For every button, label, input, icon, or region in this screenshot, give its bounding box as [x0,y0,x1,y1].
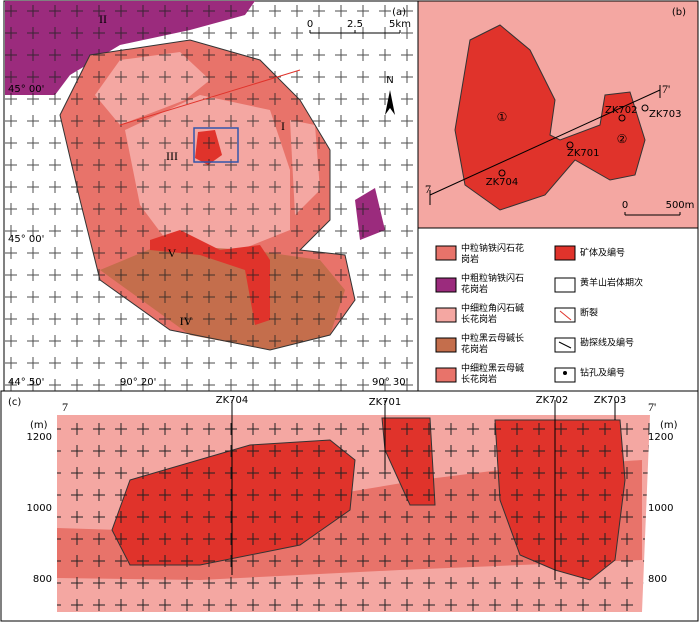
legend-label: 钻孔及编号 [580,367,625,379]
elevation-label: 800 [33,574,52,585]
map-a [5,1,418,391]
north: N [386,75,393,86]
panel-label: (c) [8,397,21,408]
lat-label: 45° 00' [8,84,44,95]
drill-label: ZK704 [216,395,249,406]
unit-label: (m) [30,420,48,431]
orebody-label: ① [497,110,508,124]
lon-label: 90° 30' [372,377,408,388]
unit-label: I [281,119,285,133]
legend-label: 中粗粒钠铁闪石花岗岩 [461,272,524,295]
scale-label: 0 [622,200,628,211]
legend-swatches [435,245,576,383]
drill-label: ZK702 [536,395,569,406]
line-end: 7' [648,400,656,414]
legend-label: 黄羊山岩体期次 [580,277,643,289]
unit-label: II [99,12,107,26]
unit-label: (m) [660,420,678,431]
lat-label: 44° 50' [8,377,44,388]
panel-label: (a) [392,7,406,18]
drill-label: ZK703 [649,109,682,120]
drill-label: ZK701 [567,148,600,159]
legend-label: 中粒钠铁闪石花岗岩 [461,242,524,265]
line-end: 7 [425,182,431,196]
panel-label: (b) [672,7,686,18]
drill-label: ZK702 [605,105,638,116]
elevation-label: 1000 [648,503,673,514]
scale-label: 2.5 [347,19,363,30]
elevation-label: 1000 [27,503,52,514]
legend-label: 断裂 [580,307,598,319]
elevation-label: 1200 [648,432,673,443]
lon-label: 90° 20' [120,377,156,388]
scale-label: 5km [389,19,411,30]
scale-label: 500m [666,200,695,211]
lat-label: 45° 00' [8,234,44,245]
drill-label: ZK701 [369,397,402,408]
unit-label: V [168,246,177,260]
legend-label: 勘探线及编号 [580,337,634,349]
unit-label: III [166,149,178,163]
scale-label: 0 [307,19,313,30]
orebody-label: ② [617,132,628,146]
legend-label: 中细粒黑云母碱长花岗岩 [461,362,524,385]
map-b [429,24,681,216]
drill-label: ZK704 [486,177,519,188]
legend-label: 中细粒角闪石碱长花岗岩 [461,302,524,325]
legend-label: 矿体及编号 [580,247,625,259]
line-end: 7 [62,400,68,414]
elevation-label: 1200 [27,432,52,443]
line-end: 7' [662,82,670,96]
unit-label: IV [180,314,193,328]
section-c [57,400,650,612]
drill-label: ZK703 [594,395,627,406]
legend-label: 中粒黑云母碱长花岗岩 [461,332,524,355]
elevation-label: 800 [648,574,667,585]
